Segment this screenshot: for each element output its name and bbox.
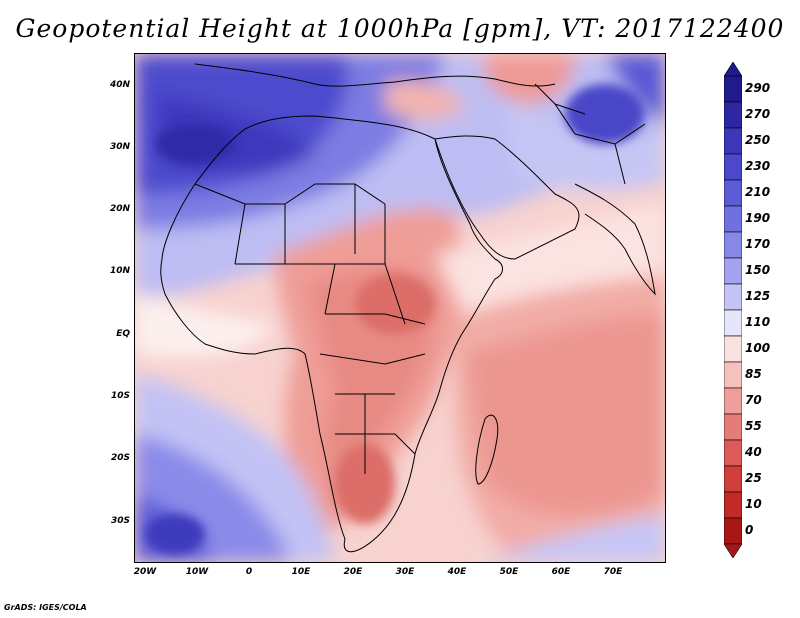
lat-label-20n: 20N	[109, 204, 130, 214]
lat-label-eq: EQ	[116, 329, 130, 339]
lat-label-40n: 40N	[109, 80, 130, 90]
colorbar-label: 55	[745, 419, 762, 433]
colorbar-swatch	[724, 517, 742, 545]
colorbar-swatch	[724, 413, 742, 441]
madagascar-outline	[475, 414, 499, 485]
lat-label-30s: 30S	[110, 516, 130, 526]
lat-label-30n: 30N	[109, 142, 130, 152]
lon-label-0: 0	[245, 567, 253, 577]
map-panel	[134, 53, 666, 563]
lon-label-10w: 10W	[185, 567, 209, 577]
colorbar-label: 100	[745, 341, 771, 355]
field-detail	[145, 84, 645, 554]
colorbar-label: 125	[745, 289, 771, 303]
colorbar-label: 150	[745, 263, 771, 277]
colorbar-label: 10	[745, 497, 762, 511]
colorbar	[724, 62, 742, 558]
credit-text: GrADS: IGES/COLA	[4, 603, 87, 612]
lon-label-50e: 50E	[499, 567, 519, 577]
colorbar-label: 110	[745, 315, 771, 329]
colorbar-label: 190	[745, 211, 771, 225]
colorbar-label: 85	[745, 367, 762, 381]
colorbar-swatch	[724, 465, 742, 493]
colorbar-swatch	[724, 361, 742, 389]
colorbar-bottom-arrow	[724, 543, 742, 558]
colorbar-swatch	[724, 127, 742, 155]
map-canvas	[135, 54, 665, 562]
lon-label-20w: 20W	[133, 567, 157, 577]
colorbar-label: 70	[745, 393, 762, 407]
colorbar-swatch	[724, 75, 742, 103]
lon-label-60e: 60E	[551, 567, 571, 577]
colorbar-label: 170	[745, 237, 771, 251]
africa-outline	[160, 115, 503, 553]
lon-label-30e: 30E	[395, 567, 415, 577]
colorbar-swatch	[724, 491, 742, 519]
arabia-outline	[434, 135, 580, 260]
colorbar-label: 290	[745, 81, 771, 95]
india-coast	[574, 183, 656, 296]
colorbar-top-arrow	[724, 62, 742, 77]
colorbar-label: 230	[745, 159, 771, 173]
colorbar-swatch	[724, 257, 742, 285]
colorbar-swatch	[724, 309, 742, 337]
lon-label-40e: 40E	[447, 567, 467, 577]
colorbar-swatch	[724, 205, 742, 233]
colorbar-swatch	[724, 283, 742, 311]
colorbar-label: 210	[745, 185, 771, 199]
lon-label-20e: 20E	[343, 567, 363, 577]
colorbar-swatch	[724, 101, 742, 129]
europe-coast	[194, 63, 556, 87]
colorbar-swatch	[724, 231, 742, 259]
chart-title: Geopotential Height at 1000hPa [gpm], VT…	[15, 14, 785, 43]
colorbar-swatch	[724, 387, 742, 415]
lat-label-10s: 10S	[110, 391, 130, 401]
asia-borders	[534, 83, 646, 185]
colorbar-label: 250	[745, 133, 771, 147]
lon-label-10e: 10E	[291, 567, 311, 577]
lon-label-70e: 70E	[603, 567, 623, 577]
colorbar-label: 0	[745, 523, 754, 537]
country-borders	[194, 183, 426, 474]
lat-label-20s: 20S	[110, 453, 130, 463]
field-contours	[135, 54, 665, 562]
coastlines	[160, 63, 656, 553]
colorbar-swatch	[724, 335, 742, 363]
colorbar-swatch	[724, 153, 742, 181]
colorbar-swatch	[724, 439, 742, 467]
colorbar-label: 270	[745, 107, 771, 121]
colorbar-label: 25	[745, 471, 762, 485]
colorbar-swatch	[724, 179, 742, 207]
lat-label-10n: 10N	[109, 266, 130, 276]
colorbar-label: 40	[745, 445, 762, 459]
